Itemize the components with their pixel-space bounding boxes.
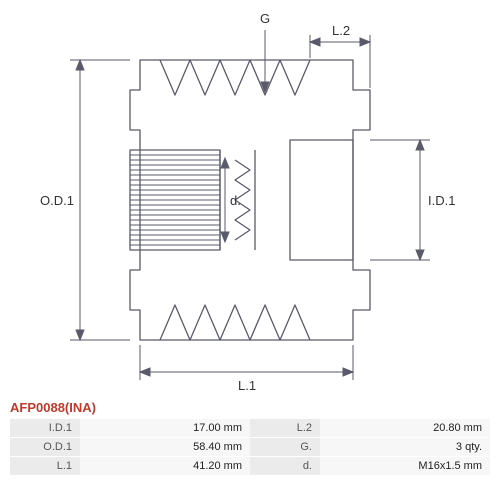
label-d: d.	[230, 193, 241, 208]
cell-label: G.	[250, 438, 320, 457]
cell-value: 41.20 mm	[80, 457, 250, 476]
label-id1: I.D.1	[428, 193, 455, 208]
cell-label: L.2	[250, 419, 320, 438]
cell-value: 3 qty.	[320, 438, 490, 457]
cell-label: I.D.1	[10, 419, 80, 438]
spec-table-area: AFP0088(INA) I.D.1 17.00 mm L.2 20.80 mm…	[10, 400, 490, 476]
cell-value: 20.80 mm	[320, 419, 490, 438]
cell-label: d.	[250, 457, 320, 476]
cell-label: O.D.1	[10, 438, 80, 457]
cell-value: 58.40 mm	[80, 438, 250, 457]
cell-label: L.1	[10, 457, 80, 476]
label-l2: L.2	[332, 23, 350, 38]
table-row: O.D.1 58.40 mm G. 3 qty.	[10, 438, 490, 457]
label-g: G	[260, 11, 270, 26]
part-number: AFP0088(INA)	[10, 400, 490, 415]
table-row: L.1 41.20 mm d. M16x1.5 mm	[10, 457, 490, 476]
label-l1: L.1	[238, 378, 256, 393]
spec-table: I.D.1 17.00 mm L.2 20.80 mm O.D.1 58.40 …	[10, 419, 490, 476]
technical-drawing: O.D.1 I.D.1 L.1 L.2 G d.	[0, 0, 500, 395]
table-row: I.D.1 17.00 mm L.2 20.80 mm	[10, 419, 490, 438]
cell-value: 17.00 mm	[80, 419, 250, 438]
label-od1: O.D.1	[40, 193, 74, 208]
cell-value: M16x1.5 mm	[320, 457, 490, 476]
